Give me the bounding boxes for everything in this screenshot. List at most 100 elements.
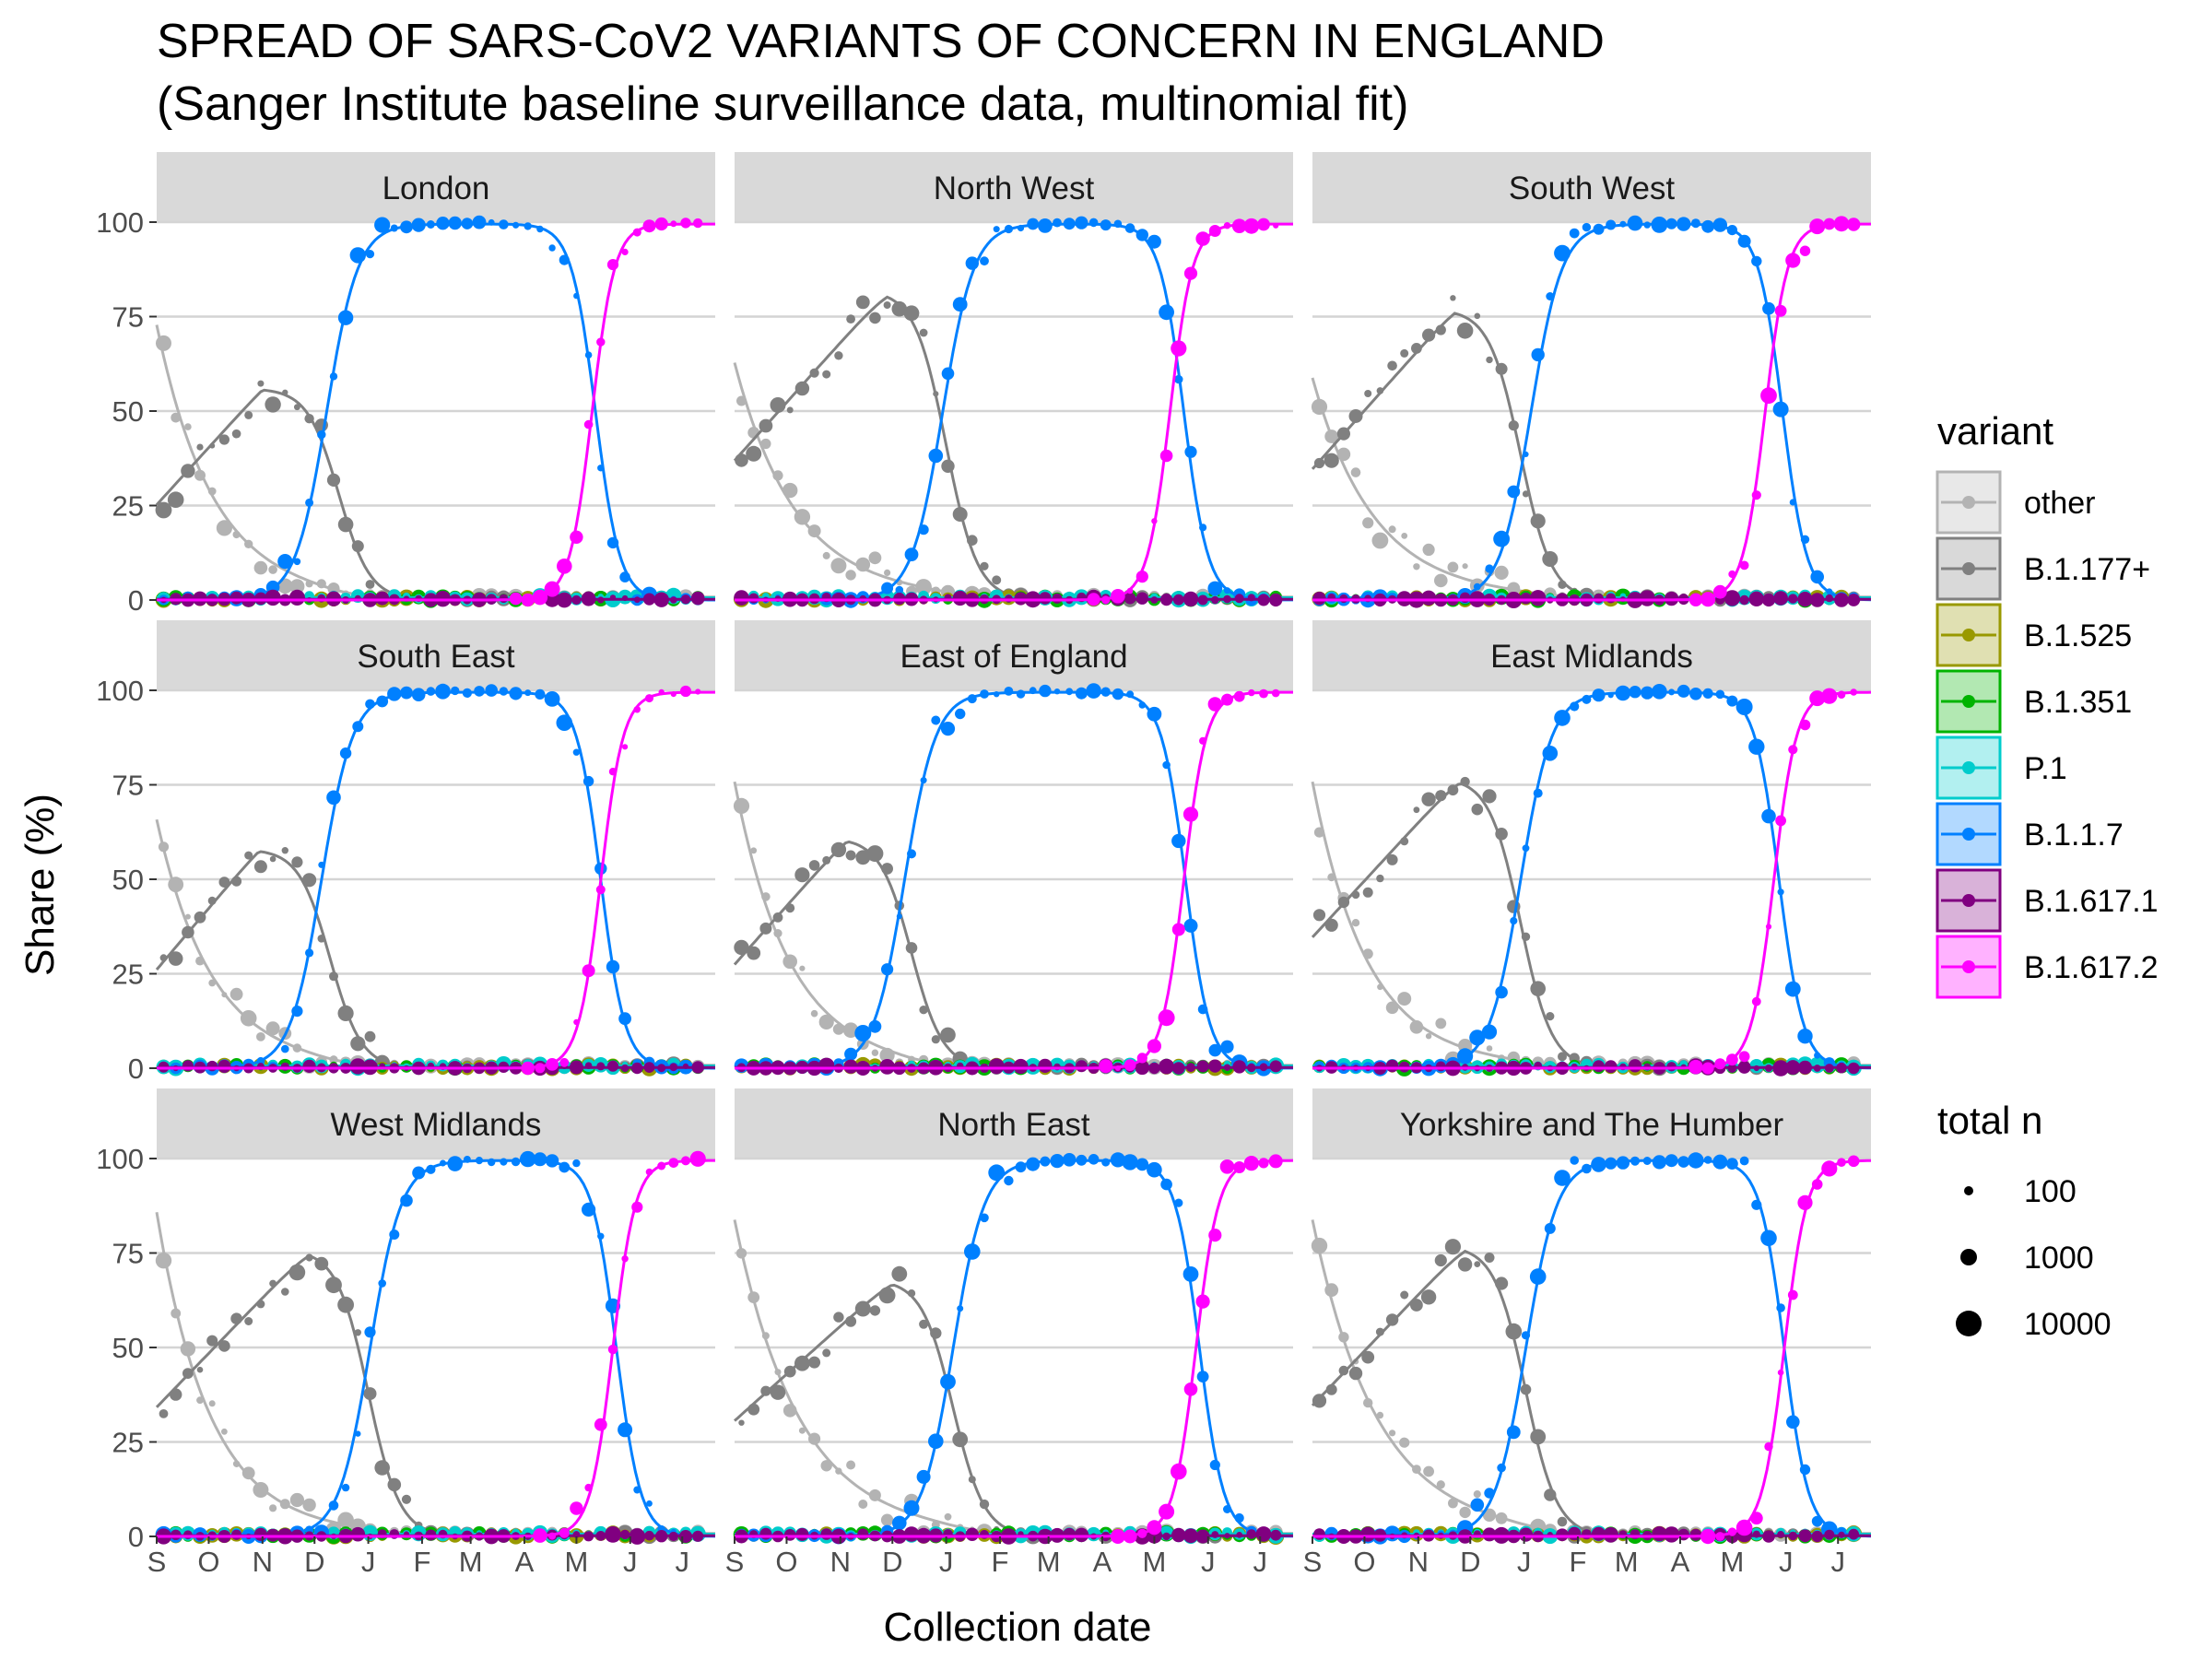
data-point-b-1-177- bbox=[291, 856, 303, 868]
data-point-b-1-617-1 bbox=[759, 1527, 772, 1540]
data-point-other bbox=[868, 551, 882, 565]
data-point-b-1-617-2 bbox=[570, 530, 583, 544]
data-point-b-1-617-2 bbox=[1147, 1039, 1161, 1053]
y-tick-label: 100 bbox=[96, 206, 144, 239]
data-point-other bbox=[760, 438, 771, 450]
data-point-b-1-617-2 bbox=[654, 217, 668, 231]
data-point-b-1-617-2 bbox=[689, 1150, 706, 1167]
data-point-b-1-617-2 bbox=[1243, 218, 1260, 234]
data-point-other bbox=[221, 992, 228, 998]
data-point-other bbox=[269, 1504, 277, 1512]
data-point-b-1-1-7 bbox=[305, 948, 314, 958]
data-point-b-1-617-1 bbox=[1811, 1530, 1823, 1543]
data-point-b-1-177- bbox=[218, 434, 229, 445]
data-point-b-1-617-2 bbox=[1208, 1229, 1222, 1242]
data-point-b-1-617-2 bbox=[1231, 218, 1247, 233]
data-point-b-1-177- bbox=[1375, 1327, 1384, 1336]
data-point-b-1-177- bbox=[846, 314, 855, 324]
data-point-b-1-177- bbox=[387, 1477, 402, 1492]
data-point-b-1-617-1 bbox=[1689, 1528, 1702, 1541]
data-point-b-1-617-1 bbox=[1135, 592, 1149, 605]
data-point-b-1-617-1 bbox=[1603, 1527, 1618, 1543]
data-point-b-1-177- bbox=[883, 301, 891, 309]
data-point-b-1-1-7 bbox=[1772, 401, 1789, 418]
data-point-b-1-1-7 bbox=[1062, 1153, 1077, 1167]
data-point-b-1-617-2 bbox=[1114, 1065, 1121, 1071]
data-point-b-1-617-1 bbox=[1211, 1531, 1219, 1538]
data-point-b-1-1-7 bbox=[448, 216, 462, 230]
data-point-b-1-177- bbox=[808, 860, 820, 871]
data-point-b-1-1-7 bbox=[1506, 1425, 1521, 1440]
data-point-b-1-1-7 bbox=[844, 1047, 858, 1061]
data-point-b-1-1-7 bbox=[1100, 687, 1111, 697]
data-point-b-1-617-1 bbox=[1724, 590, 1741, 606]
data-point-b-1-617-1 bbox=[1234, 594, 1244, 604]
data-point-b-1-177- bbox=[1484, 1253, 1495, 1263]
x-tick-label: J bbox=[1253, 1546, 1267, 1578]
data-point-b-1-1-7 bbox=[365, 699, 375, 710]
fit-line-b-1-177- bbox=[155, 388, 715, 600]
data-point-b-1-177- bbox=[903, 305, 920, 322]
data-point-b-1-617-1 bbox=[1232, 1060, 1246, 1074]
data-point-b-1-617-1 bbox=[621, 1064, 629, 1073]
data-point-b-1-617-1 bbox=[1247, 594, 1255, 602]
data-point-b-1-1-7 bbox=[964, 1243, 981, 1260]
x-tick-label: D bbox=[882, 1546, 902, 1578]
data-point-b-1-177- bbox=[1530, 513, 1546, 529]
data-point-b-1-617-1 bbox=[1824, 1064, 1834, 1073]
data-point-b-1-1-7 bbox=[1591, 1157, 1606, 1172]
data-point-b-1-617-2 bbox=[606, 259, 619, 271]
data-point-b-1-617-2 bbox=[1207, 697, 1223, 712]
fit-line-b-1-177- bbox=[1311, 1249, 1871, 1536]
data-point-other bbox=[879, 1047, 895, 1064]
data-point-b-1-177- bbox=[786, 406, 794, 414]
data-point-b-1-1-7 bbox=[993, 226, 1000, 233]
data-point-b-1-617-1 bbox=[1038, 1058, 1053, 1073]
data-point-b-1-1-7 bbox=[1521, 1331, 1531, 1340]
data-point-b-1-177- bbox=[794, 1355, 810, 1371]
data-point-b-1-617-2 bbox=[695, 688, 701, 695]
fit-line-b-1-177- bbox=[734, 1283, 1293, 1536]
data-point-b-1-1-7 bbox=[1715, 689, 1725, 700]
fit-line-b-1-617-2 bbox=[735, 690, 1293, 1070]
data-point-b-1-177- bbox=[1413, 806, 1420, 814]
data-point-b-1-617-1 bbox=[1270, 1529, 1282, 1541]
data-point-b-1-617-1 bbox=[691, 1061, 704, 1074]
data-point-b-1-1-7 bbox=[548, 244, 556, 252]
data-point-b-1-617-2 bbox=[1850, 688, 1857, 696]
data-point-b-1-1-7 bbox=[389, 1230, 400, 1240]
legend-label: B.1.617.1 bbox=[2024, 884, 2159, 919]
data-point-b-1-177- bbox=[1450, 295, 1456, 301]
data-point-b-1-617-2 bbox=[1136, 1053, 1147, 1064]
data-point-b-1-177- bbox=[354, 1329, 361, 1336]
data-point-b-1-617-1 bbox=[1196, 1060, 1209, 1073]
data-point-b-1-617-2 bbox=[1809, 218, 1826, 235]
data-point-b-1-1-7 bbox=[1814, 1052, 1821, 1059]
data-point-b-1-1-7 bbox=[941, 367, 955, 381]
data-point-b-1-617-1 bbox=[1255, 1526, 1272, 1542]
data-point-b-1-1-7 bbox=[1029, 687, 1037, 695]
data-point-b-1-177- bbox=[1400, 348, 1409, 358]
fit-line-b-1-617-2 bbox=[1312, 222, 1871, 602]
data-point-b-1-1-7 bbox=[1606, 219, 1617, 230]
data-point-b-1-617-1 bbox=[1224, 1533, 1230, 1539]
data-point-b-1-1-7 bbox=[376, 695, 389, 708]
data-point-b-1-177- bbox=[1324, 453, 1339, 468]
x-tick-label: J bbox=[1517, 1546, 1532, 1578]
data-point-b-1-177- bbox=[282, 389, 288, 395]
data-point-b-1-617-1 bbox=[1593, 1060, 1605, 1073]
data-point-b-1-617-2 bbox=[680, 218, 691, 229]
data-point-b-1-177- bbox=[1386, 853, 1398, 865]
data-point-b-1-1-7 bbox=[1147, 706, 1162, 722]
data-point-b-1-617-1 bbox=[206, 1060, 218, 1072]
data-point-b-1-1-7 bbox=[1688, 1152, 1704, 1169]
data-point-b-1-177- bbox=[256, 1300, 265, 1309]
data-point-b-1-617-2 bbox=[1727, 1527, 1736, 1536]
data-point-b-1-1-7 bbox=[1690, 218, 1700, 229]
data-point-b-1-1-7 bbox=[535, 688, 546, 700]
data-point-b-1-617-1 bbox=[1739, 594, 1749, 606]
legend-size-keys: 100 1000 10000 bbox=[1956, 1174, 2112, 1342]
